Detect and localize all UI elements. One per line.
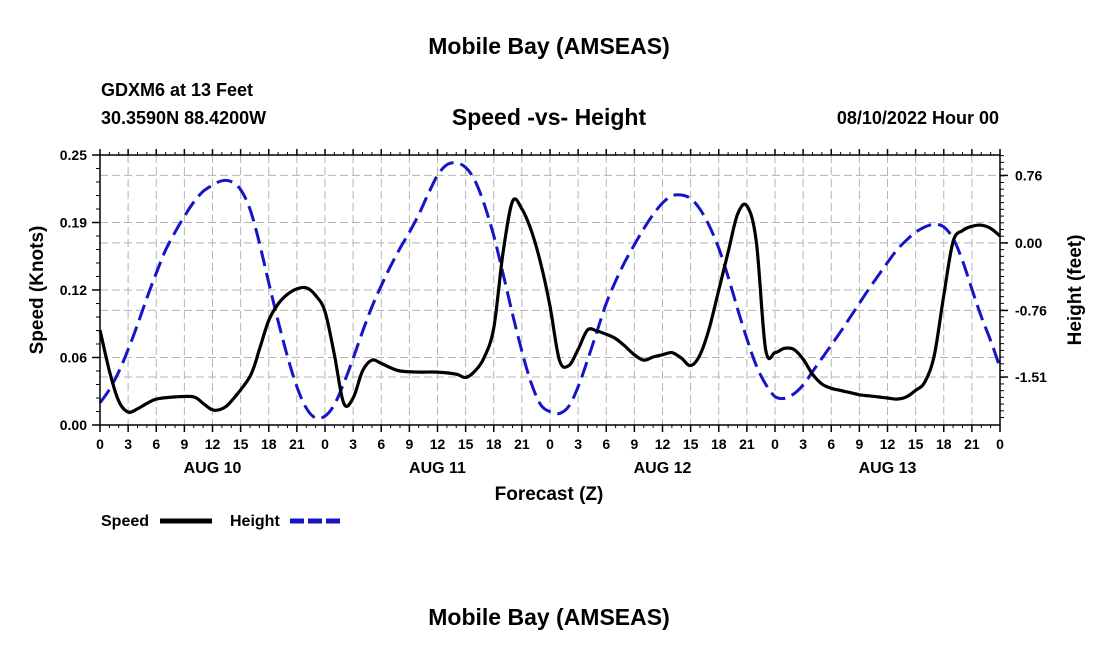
x-tick-label: 18	[261, 436, 277, 452]
x-tick-label: 21	[514, 436, 530, 452]
speed-series-line	[98, 197, 1002, 414]
x-tick-label: 9	[630, 436, 638, 452]
day-label: AUG 10	[184, 460, 242, 477]
x-tick-label: 9	[855, 436, 863, 452]
x-tick-label: 15	[908, 436, 924, 452]
x-tick-label: 9	[180, 436, 188, 452]
x-tick-label: 12	[205, 436, 221, 452]
x-tick-label: 18	[936, 436, 952, 452]
x-tick-label: 0	[321, 436, 329, 452]
main-title: Mobile Bay (AMSEAS)	[428, 33, 670, 59]
x-tick-label: 15	[683, 436, 699, 452]
y2-axis-label: Height (feet)	[1065, 235, 1086, 346]
x-tick-label: 6	[827, 436, 835, 452]
x-tick-label: 12	[880, 436, 896, 452]
x-tick-label: 12	[430, 436, 446, 452]
x-tick-label: 0	[996, 436, 1004, 452]
chart-title: Speed -vs- Height	[452, 104, 647, 130]
y2-tick-label: -0.76	[1015, 302, 1047, 318]
day-label: AUG 13	[859, 460, 917, 477]
x-tick-label: 6	[602, 436, 610, 452]
x-tick-label: 3	[349, 436, 357, 452]
x-tick-label: 6	[152, 436, 160, 452]
y-tick-label: 0.25	[60, 147, 87, 163]
x-tick-label: 0	[96, 436, 104, 452]
y2-tick-label: -1.51	[1015, 369, 1047, 385]
grid-lines	[100, 155, 1000, 425]
y2-tick-label: 0.76	[1015, 167, 1042, 183]
x-tick-label: 9	[405, 436, 413, 452]
x-tick-label: 21	[739, 436, 755, 452]
day-label: AUG 12	[634, 460, 692, 477]
x-tick-label: 3	[124, 436, 132, 452]
x-tick-label: 21	[964, 436, 980, 452]
legend: Speed Height	[101, 513, 342, 530]
x-tick-label: 18	[486, 436, 502, 452]
y-tick-label: 0.12	[60, 282, 87, 298]
legend-height-label: Height	[230, 513, 280, 530]
x-tick-label: 3	[574, 436, 582, 452]
x-tick-label: 0	[546, 436, 554, 452]
x-axis-label: Forecast (Z)	[495, 484, 604, 505]
forecast-datetime: 08/10/2022 Hour 00	[837, 108, 999, 128]
day-label: AUG 11	[409, 460, 466, 477]
x-tick-label: 0	[771, 436, 779, 452]
x-tick-label: 21	[289, 436, 305, 452]
y-tick-label: 0.00	[60, 417, 87, 433]
x-tick-label: 15	[458, 436, 474, 452]
y-tick-label: 0.19	[60, 215, 87, 231]
plot-frame	[99, 154, 1001, 426]
x-tick-label: 15	[233, 436, 249, 452]
coordinates-label: 30.3590N 88.4200W	[101, 108, 266, 128]
station-label: GDXM6 at 13 Feet	[101, 80, 253, 100]
x-tick-label: 3	[799, 436, 807, 452]
x-tick-label: 18	[711, 436, 727, 452]
y2-tick-label: 0.00	[1015, 235, 1042, 251]
height-series-line	[98, 161, 1002, 420]
tick-labels: 0 3 6 9 12 15 18 21 0 3 6 9 12 15 18 21 0 3 6 9 12 15 18 21 0 3 6 9…	[60, 147, 1047, 477]
y-axis-label: Speed (Knots)	[27, 226, 48, 355]
legend-speed-label: Speed	[101, 513, 149, 530]
y-tick-label: 0.06	[60, 350, 87, 366]
data-series	[98, 161, 1002, 420]
x-tick-label: 12	[655, 436, 671, 452]
footer-title: Mobile Bay (AMSEAS)	[428, 604, 670, 630]
x-tick-label: 6	[377, 436, 385, 452]
